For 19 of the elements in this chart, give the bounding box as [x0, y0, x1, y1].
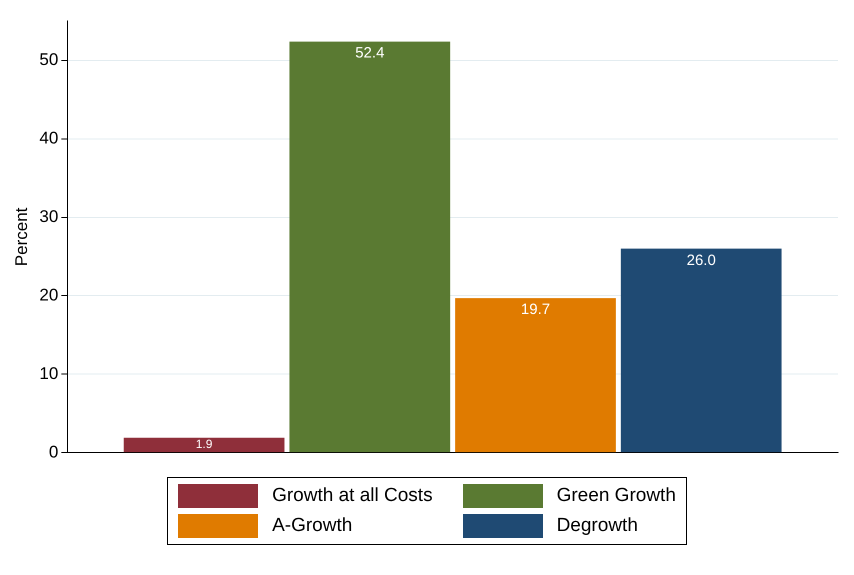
- bar: [289, 42, 450, 452]
- y-tick-label: 50: [39, 50, 58, 70]
- legend-label: A-Growth: [272, 515, 352, 537]
- y-tick-label: 0: [48, 442, 58, 462]
- y-tick-label: 30: [39, 206, 58, 226]
- y-axis-title: Percent: [12, 207, 31, 266]
- y-tick-label: 10: [39, 364, 58, 383]
- legend-label: Green Growth: [556, 485, 676, 507]
- bar: [620, 248, 782, 452]
- legend-label: Growth at all Costs: [272, 485, 433, 507]
- data-label: 19.7: [520, 301, 550, 318]
- data-label: 1.9: [196, 437, 213, 452]
- bar: [124, 438, 284, 452]
- data-label: 26.0: [686, 252, 716, 269]
- y-tick-label: 20: [39, 285, 58, 304]
- y-tick-label: 40: [39, 128, 58, 148]
- legend-label: Degrowth: [556, 515, 638, 537]
- bar: [455, 298, 616, 452]
- data-label: 52.4: [355, 44, 384, 62]
